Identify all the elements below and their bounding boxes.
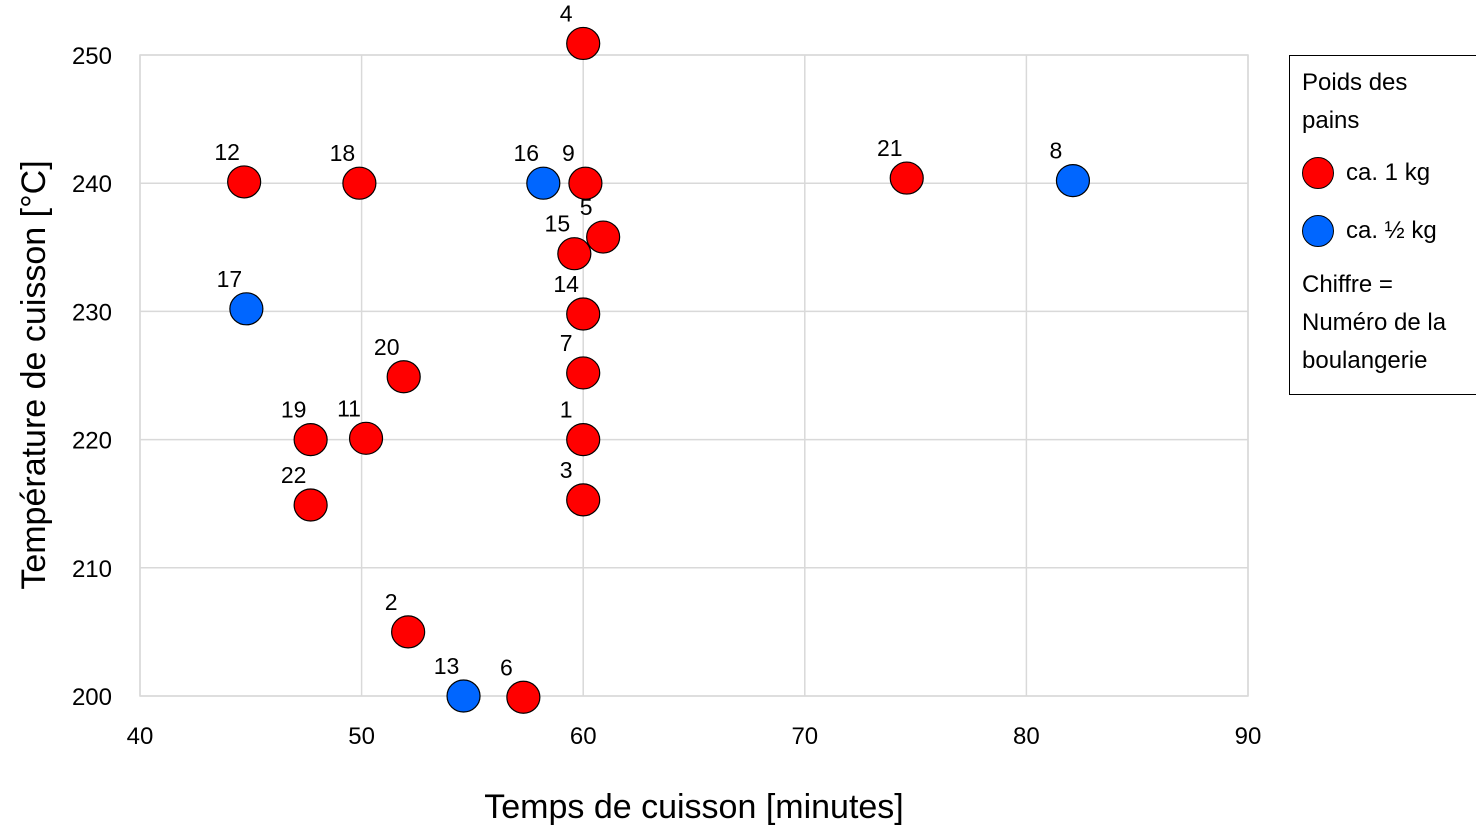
point-label: 18 [330,140,356,166]
point-label: 1 [560,397,573,423]
point-label: 12 [214,139,240,165]
x-tick-label: 70 [791,723,818,750]
point-label: 14 [553,271,579,297]
data-point [889,161,924,195]
x-axis-title: Temps de cuisson [minutes] [484,788,904,826]
data-points [227,26,1091,714]
data-point [391,615,426,649]
point-label: 3 [560,457,573,483]
point-label: 19 [281,397,307,423]
point-label: 6 [500,654,513,680]
data-point [566,423,601,457]
point-label: 5 [580,194,593,220]
data-point [566,26,601,61]
legend-label-half-kg: ca. ½ kg [1346,217,1437,244]
point-label: 21 [877,135,903,161]
data-point [566,297,601,331]
point-label: 22 [281,462,307,488]
legend-marker-blue-circle-icon [1302,215,1334,247]
legend-label-1kg: ca. 1 kg [1346,159,1431,186]
point-label: 16 [514,140,540,166]
legend-item-1kg: ca. 1 kg [1302,144,1476,202]
data-point [293,423,328,457]
legend-title: Poids des pains [1302,69,1408,134]
point-label: 9 [562,140,575,166]
x-tick-label: 60 [570,723,597,750]
point-label: 15 [545,211,571,237]
plot-area-border [139,54,1249,697]
legend-note: Chiffre = Numéro de la boulangerie [1302,271,1447,374]
data-point [526,166,561,200]
y-tick-label: 230 [72,299,112,326]
data-point [586,220,621,254]
point-label: 8 [1050,138,1063,164]
legend-item-half-kg: ca. ½ kg [1302,202,1476,260]
x-tick-label: 90 [1235,723,1262,750]
x-tick-label: 80 [1013,723,1040,750]
y-tick-label: 210 [72,556,112,583]
data-point [227,165,262,199]
data-point [342,166,377,200]
y-axis-title: Température de cuisson [°C] [15,160,53,589]
legend-marker-red-circle-icon [1302,157,1334,189]
point-label: 2 [385,589,398,615]
data-point [566,483,601,517]
data-point [506,680,541,714]
legend: Poids des pains ca. 1 kg ca. ½ kg Chiffr… [1289,55,1476,395]
x-tick-label: 40 [127,723,154,750]
data-point [229,292,264,326]
data-point [386,360,421,394]
point-label: 7 [560,330,573,356]
y-tick-label: 250 [72,43,112,70]
y-tick-label: 220 [72,428,112,455]
point-label: 17 [217,266,243,292]
y-axis-tick-labels: 200 210 220 230 240 250 [72,43,112,711]
point-label: 13 [434,653,460,679]
data-point [568,166,603,200]
y-tick-label: 200 [72,684,112,711]
point-label: 4 [560,0,573,26]
data-point [566,356,601,390]
data-point [1055,164,1091,198]
point-label: 20 [374,334,400,360]
point-label: 11 [337,395,361,421]
data-point [348,421,384,455]
y-tick-label: 240 [72,171,112,198]
gridlines [139,54,1249,697]
x-tick-label: 50 [348,723,375,750]
data-point [293,488,328,522]
x-axis-tick-labels: 40 50 60 70 80 90 [127,723,1262,750]
data-point [557,237,592,271]
data-point [446,679,481,713]
